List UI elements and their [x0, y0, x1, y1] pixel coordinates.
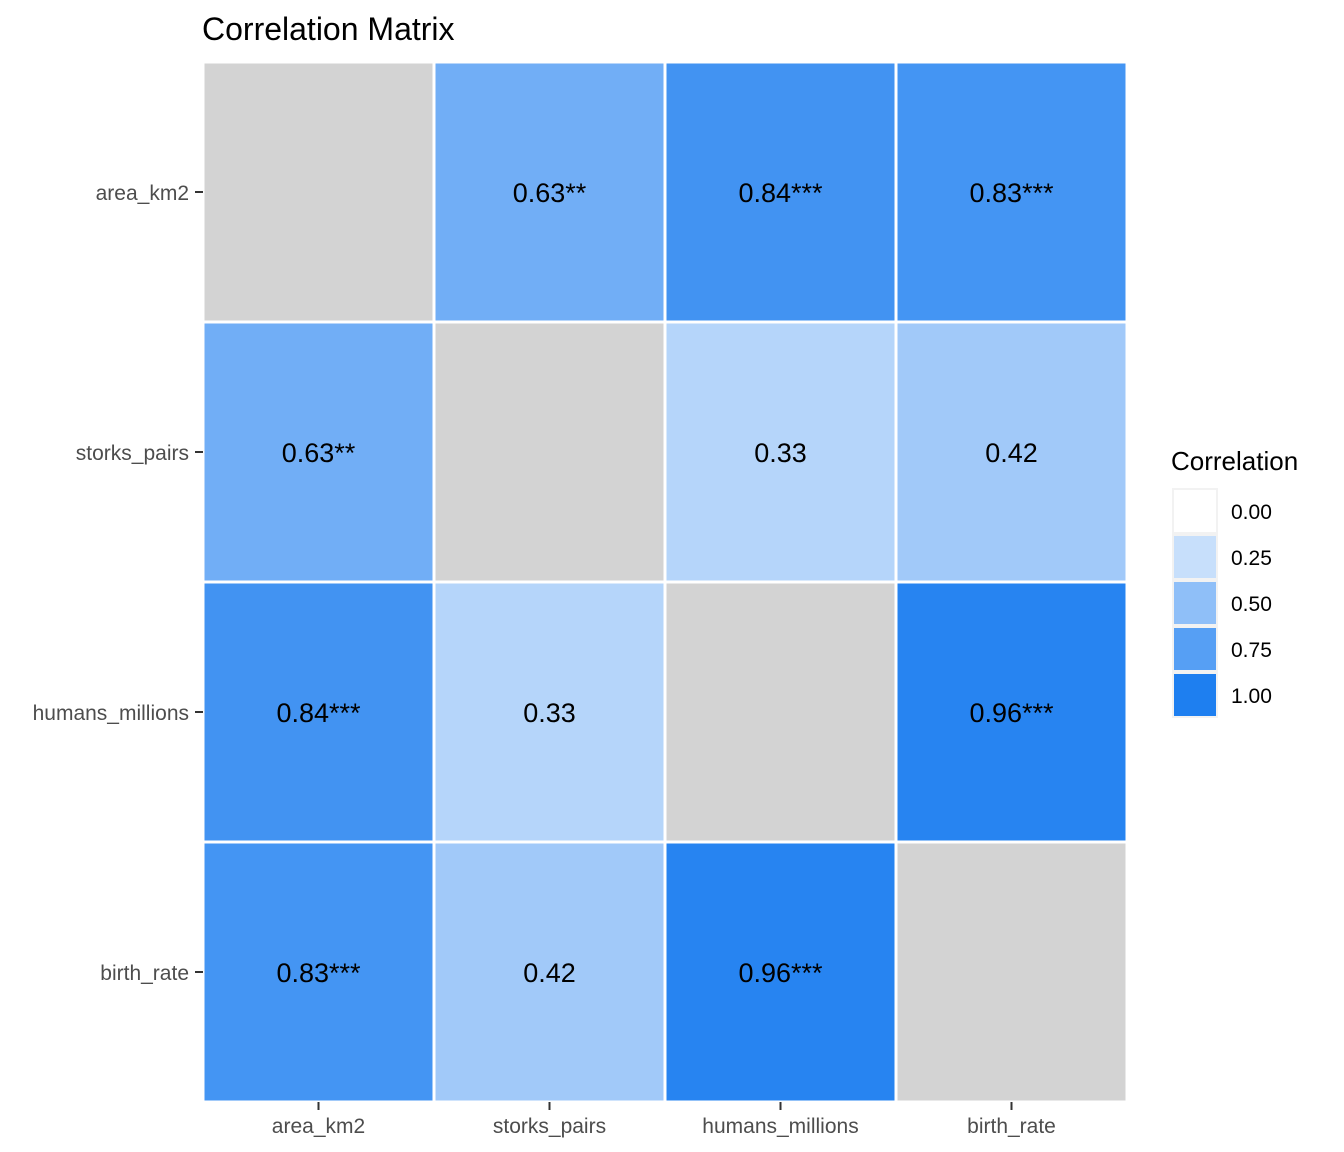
legend: Correlation 0.00 0.25 0.50 0.75 1.00 [1171, 446, 1298, 718]
heatmap-cell-area_km2-area_km2 [201, 60, 436, 324]
cell-label-humans_millions-area_km2: 0.84*** [276, 698, 361, 728]
x-tick-label-humans_millions: humans_millions [702, 1115, 858, 1138]
heatmap-cell-birth_rate-area_km2 [201, 840, 436, 1104]
legend-key-0 [1172, 488, 1218, 534]
cell-label-birth_rate-storks_pairs: 0.42 [523, 958, 576, 988]
cell-label-area_km2-birth_rate: 0.83*** [969, 178, 1054, 208]
y-axis: area_km2 storks_pairs humans_millionsbirth… [33, 182, 203, 985]
cell-label-area_km2-humans_millions: 0.84*** [738, 178, 823, 208]
cell-label-humans_millions-storks_pairs: 0.33 [523, 698, 576, 728]
x-tick-label-storks_pairs: storks_pairs [493, 1115, 606, 1138]
y-tick-label-area_km2: area_km2 [96, 182, 189, 205]
legend-label-4: 1.00 [1231, 685, 1272, 708]
legend-label-0: 0.00 [1231, 501, 1272, 524]
legend-key-3 [1172, 626, 1218, 672]
heatmap-cell-storks_pairs-humans_millions [663, 320, 898, 584]
legend-label-3: 0.75 [1231, 639, 1272, 662]
heatmap-cell-birth_rate-humans_millions [663, 840, 898, 1104]
heatmap-cell-area_km2-humans_millions [663, 60, 898, 324]
heatmap-cell-area_km2-birth_rate [894, 60, 1129, 324]
x-axis: area_km2 storks_pairs humans_millions birth… [272, 1102, 1056, 1138]
legend-keys: 0.00 0.25 0.50 0.75 1.00 [1172, 488, 1272, 718]
heatmap-cell-humans_millions-humans_millions [663, 580, 898, 844]
heatmap-cell-area_km2-storks_pairs [432, 60, 667, 324]
legend-key-2 [1172, 580, 1218, 626]
legend-key-1 [1172, 534, 1218, 580]
heatmap-cell-birth_rate-birth_rate [894, 840, 1129, 1104]
chart-title: Correlation Matrix [202, 11, 455, 47]
heatmap-panel: 0.63** 0.84*** 0.83*** 0.63** 0.33 0.42 0.84**… [201, 60, 1129, 1104]
cell-label-storks_pairs-birth_rate: 0.42 [985, 438, 1038, 468]
legend-title: Correlation [1171, 446, 1298, 476]
y-tick-label-humans_millions: humans_millions [33, 702, 189, 725]
cell-label-area_km2-storks_pairs: 0.63** [513, 178, 587, 208]
legend-label-2: 0.50 [1231, 593, 1272, 616]
cell-label-birth_rate-area_km2: 0.83*** [276, 958, 361, 988]
cell-label-storks_pairs-humans_millions: 0.33 [754, 438, 807, 468]
y-tick-label-birth_rate: birth_rate [100, 962, 189, 985]
heatmap-cell-humans_millions-storks_pairs [432, 580, 667, 844]
legend-key-4 [1172, 672, 1218, 718]
heatmap-cell-storks_pairs-birth_rate [894, 320, 1129, 584]
cell-label-humans_millions-birth_rate: 0.96*** [969, 698, 1054, 728]
cell-label-birth_rate-humans_millions: 0.96*** [738, 958, 823, 988]
heatmap-cell-storks_pairs-area_km2 [201, 320, 436, 584]
heatmap-cell-storks_pairs-storks_pairs [432, 320, 667, 584]
x-tick-label-area_km2: area_km2 [272, 1115, 365, 1138]
y-tick-label-storks_pairs: storks_pairs [76, 442, 189, 465]
legend-label-1: 0.25 [1231, 547, 1272, 570]
cell-label-storks_pairs-area_km2: 0.63** [282, 438, 356, 468]
x-tick-label-birth_rate: birth_rate [967, 1115, 1056, 1138]
